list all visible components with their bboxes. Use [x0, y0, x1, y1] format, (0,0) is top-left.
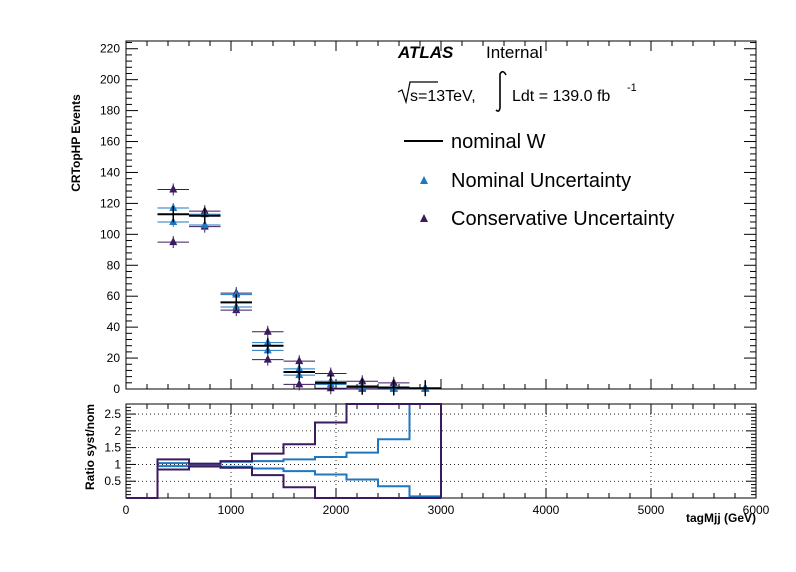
main-y-tick-label: 220: [100, 42, 120, 56]
main-y-tick-label: 20: [107, 351, 121, 365]
atlas-label: ATLAS: [397, 43, 454, 62]
conservative-uncertainty-point: [295, 356, 304, 365]
ratio-y-axis-title: Ratio syst/nom: [83, 404, 97, 490]
conservative-uncertainty-point: [263, 326, 272, 335]
ratio-x-tick-label: 3000: [428, 503, 455, 517]
conservative-uncertainty-point: [263, 354, 272, 363]
ratio-y-tick-label: 2: [114, 424, 121, 438]
ratio-y-tick-label: 0.5: [104, 474, 121, 488]
internal-label: Internal: [486, 43, 543, 62]
conservative-uncertainty-down-ratio-line: [126, 465, 441, 499]
ratio-axis-ticks: 0.5 1 1.5 2 2.5 0 1000 2000 3000 4000 5000 6000: [104, 404, 770, 517]
ratio-x-tick-label: 4000: [533, 503, 560, 517]
integral-symbol: [495, 70, 507, 112]
main-y-tick-label: 120: [100, 196, 120, 210]
conservative-uncertainty-point: [326, 368, 335, 377]
main-y-tick-label: 180: [100, 104, 120, 118]
luminosity-exponent: -1: [627, 82, 637, 94]
legend-conservative-uncertainty-marker: [420, 214, 428, 222]
main-y-tick-label: 160: [100, 135, 120, 149]
ratio-y-tick-label: 1.5: [104, 441, 121, 455]
conservative-uncertainty-up-ratio-line: [126, 403, 442, 499]
conservative-uncertainty-point: [169, 184, 178, 193]
main-y-tick-label: 60: [107, 289, 121, 303]
ratio-x-tick-label: 1000: [218, 503, 245, 517]
main-axis-ticks: 0 20 40 60 80 100 120 140 160 180 200 220: [100, 41, 757, 396]
nominal-uncertainty-point: [232, 289, 241, 298]
nominal-uncertainty-point: [200, 220, 209, 229]
main-y-tick-label: 140: [100, 165, 120, 179]
legend-conservative-uncertainty-label: Conservative Uncertainty: [451, 208, 674, 230]
legend-nominal-uncertainty-label: Nominal Uncertainty: [451, 170, 631, 192]
sqrt-symbol: [397, 81, 438, 105]
ratio-x-tick-label: 5000: [638, 503, 665, 517]
luminosity-label: Ldt = 139.0 fb: [512, 88, 610, 105]
main-y-tick-label: 80: [107, 258, 121, 272]
x-axis-title: tagMjj (GeV): [686, 511, 756, 525]
legend-nominal-w-label: nominal W: [451, 131, 546, 153]
ratio-x-tick-label: 6000: [743, 503, 770, 517]
main-y-tick-label: 200: [100, 73, 120, 87]
main-y-tick-label: 40: [107, 320, 121, 334]
ratio-x-tick-label: 2000: [323, 503, 350, 517]
legend: nominal W Nominal Uncertainty Conservati…: [404, 131, 674, 230]
conservative-uncertainty-point: [295, 379, 304, 388]
ratio-grid: [126, 404, 756, 498]
y-axis-title: CRTopHP Events: [69, 94, 83, 192]
conservative-uncertainty-point: [169, 237, 178, 246]
main-y-tick-label: 100: [100, 227, 120, 241]
energy-label: s=13TeV,: [410, 88, 476, 105]
ratio-x-tick-label: 0: [123, 503, 130, 517]
main-y-tick-label: 0: [113, 382, 120, 396]
legend-nominal-uncertainty-marker: [420, 176, 428, 184]
ratio-y-tick-label: 1: [114, 457, 121, 471]
ratio-y-tick-label: 2.5: [104, 407, 121, 421]
